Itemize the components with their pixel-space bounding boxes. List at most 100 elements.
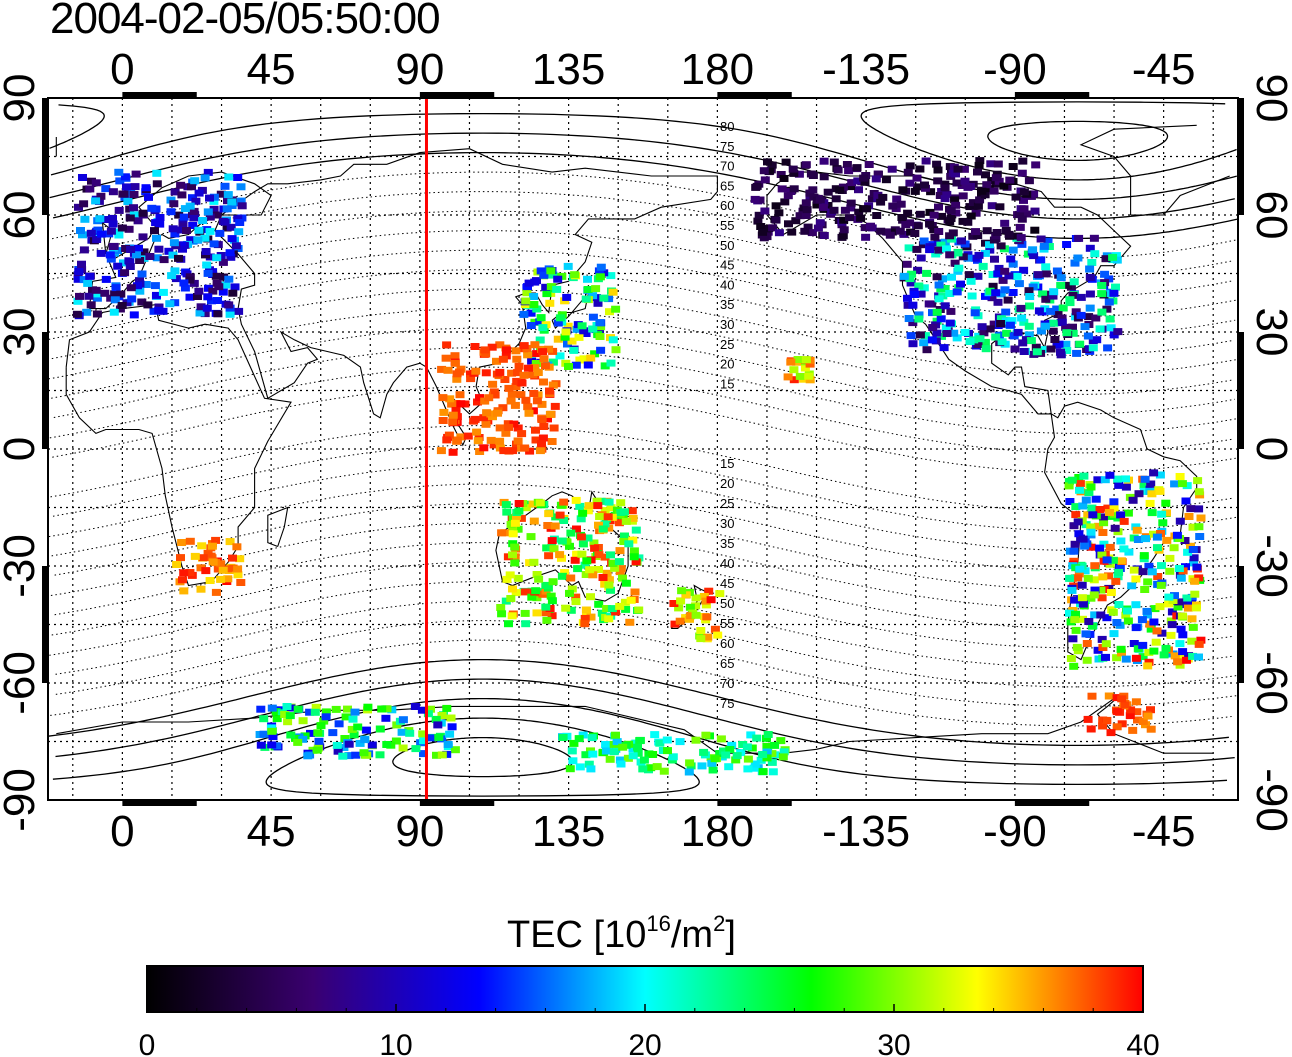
tec-cell: [1080, 323, 1090, 331]
tec-cell: [602, 569, 612, 577]
tec-cell: [864, 161, 874, 168]
tec-cell: [577, 550, 587, 558]
tec-cell: [116, 290, 126, 298]
tec-cell: [189, 214, 199, 222]
tec-cell: [950, 196, 960, 204]
tec-cell: [256, 705, 266, 713]
tec-cell: [233, 174, 243, 181]
tec-cell: [1146, 480, 1156, 488]
mlat-contour: [51, 483, 1235, 571]
tec-cell: [1091, 495, 1101, 503]
tec-cell: [532, 350, 542, 358]
tec-cell: [932, 273, 942, 281]
tec-cell: [1067, 476, 1077, 484]
tec-cell: [513, 369, 522, 377]
tec-cell: [620, 532, 629, 540]
tec-cell: [126, 246, 136, 253]
frame-bar: [419, 92, 495, 98]
tec-cell: [512, 377, 522, 385]
tec-cell: [861, 233, 871, 241]
tec-cell: [349, 731, 359, 739]
tec-cell: [979, 329, 989, 337]
tec-cell: [569, 346, 579, 354]
tec-cell: [1098, 573, 1108, 581]
tec-cell: [203, 549, 213, 557]
tec-cell: [1095, 506, 1105, 513]
tec-cell: [652, 763, 662, 771]
tec-cell: [79, 276, 89, 284]
tec-cell: [1178, 631, 1188, 639]
tec-cell: [595, 273, 605, 281]
tec-cell: [616, 760, 626, 768]
tec-cell: [574, 735, 584, 743]
tec-cell: [1116, 645, 1126, 653]
tec-cell: [332, 741, 342, 749]
tec-cell: [1066, 655, 1076, 662]
tec-cell: [592, 497, 602, 505]
tec-cell: [533, 369, 543, 376]
tec-cell: [933, 166, 943, 174]
tec-cell: [1099, 519, 1109, 527]
tec-cell: [963, 218, 973, 226]
tec-cell: [1106, 729, 1116, 737]
tec-cell: [583, 361, 593, 369]
mlat-contour: [987, 120, 1169, 162]
mlat-label-north: 35: [720, 297, 734, 312]
tec-cell: [510, 401, 520, 409]
tec-cell: [508, 447, 518, 455]
x-tick-label-bottom: -45: [1132, 807, 1196, 856]
tec-cell: [426, 734, 436, 742]
tec-cell: [1103, 504, 1113, 512]
tec-cell: [508, 530, 518, 538]
mlat-label-south: 60: [720, 636, 734, 651]
tec-cell: [305, 708, 315, 716]
tec-cell: [382, 705, 392, 713]
tec-cell: [750, 760, 760, 768]
tec-cell: [521, 504, 531, 512]
tec-cell: [473, 437, 483, 445]
tec-cell: [108, 220, 118, 228]
x-tick-label-top: -135: [822, 45, 910, 94]
tec-cell: [73, 297, 83, 305]
tec-cell: [980, 191, 990, 199]
tec-cell: [166, 196, 176, 204]
tec-cell: [581, 295, 591, 303]
tec-cell: [1070, 596, 1080, 604]
tec-cell: [218, 288, 228, 296]
tec-cell: [158, 307, 168, 315]
tec-cell: [165, 300, 175, 308]
tec-cell: [787, 228, 797, 236]
tec-cell: [473, 398, 482, 406]
tec-cell: [495, 368, 505, 376]
tec-cell: [638, 765, 648, 773]
tec-cell: [1065, 574, 1075, 582]
tec-cell: [595, 319, 605, 327]
tec-cell: [1188, 546, 1198, 553]
tec-cell: [293, 705, 303, 713]
x-tick-label-top: -45: [1132, 45, 1196, 94]
tec-cell: [536, 267, 546, 275]
tec-cell: [113, 262, 123, 270]
tec-cell: [580, 614, 590, 622]
tec-cell: [759, 234, 769, 242]
tec-cell: [535, 336, 545, 344]
tec-cell: [1056, 282, 1066, 289]
tec-cell: [794, 170, 804, 178]
tec-cell: [182, 227, 191, 234]
tec-cell: [960, 329, 970, 336]
tec-cell: [588, 292, 598, 300]
tec-cell: [1113, 328, 1123, 336]
tec-cell: [268, 733, 278, 741]
tec-cell: [541, 581, 551, 589]
tec-cell: [989, 320, 999, 328]
tec-cell: [904, 315, 914, 322]
tec-cell: [1115, 565, 1125, 572]
tec-cell: [845, 214, 854, 222]
tec-cell: [472, 428, 482, 436]
tec-cell: [1111, 577, 1121, 585]
tec-cell: [1102, 556, 1112, 564]
tec-cell: [267, 727, 277, 735]
tec-cell: [1165, 567, 1175, 575]
tec-cell: [524, 364, 533, 372]
tec-cell: [568, 757, 578, 765]
